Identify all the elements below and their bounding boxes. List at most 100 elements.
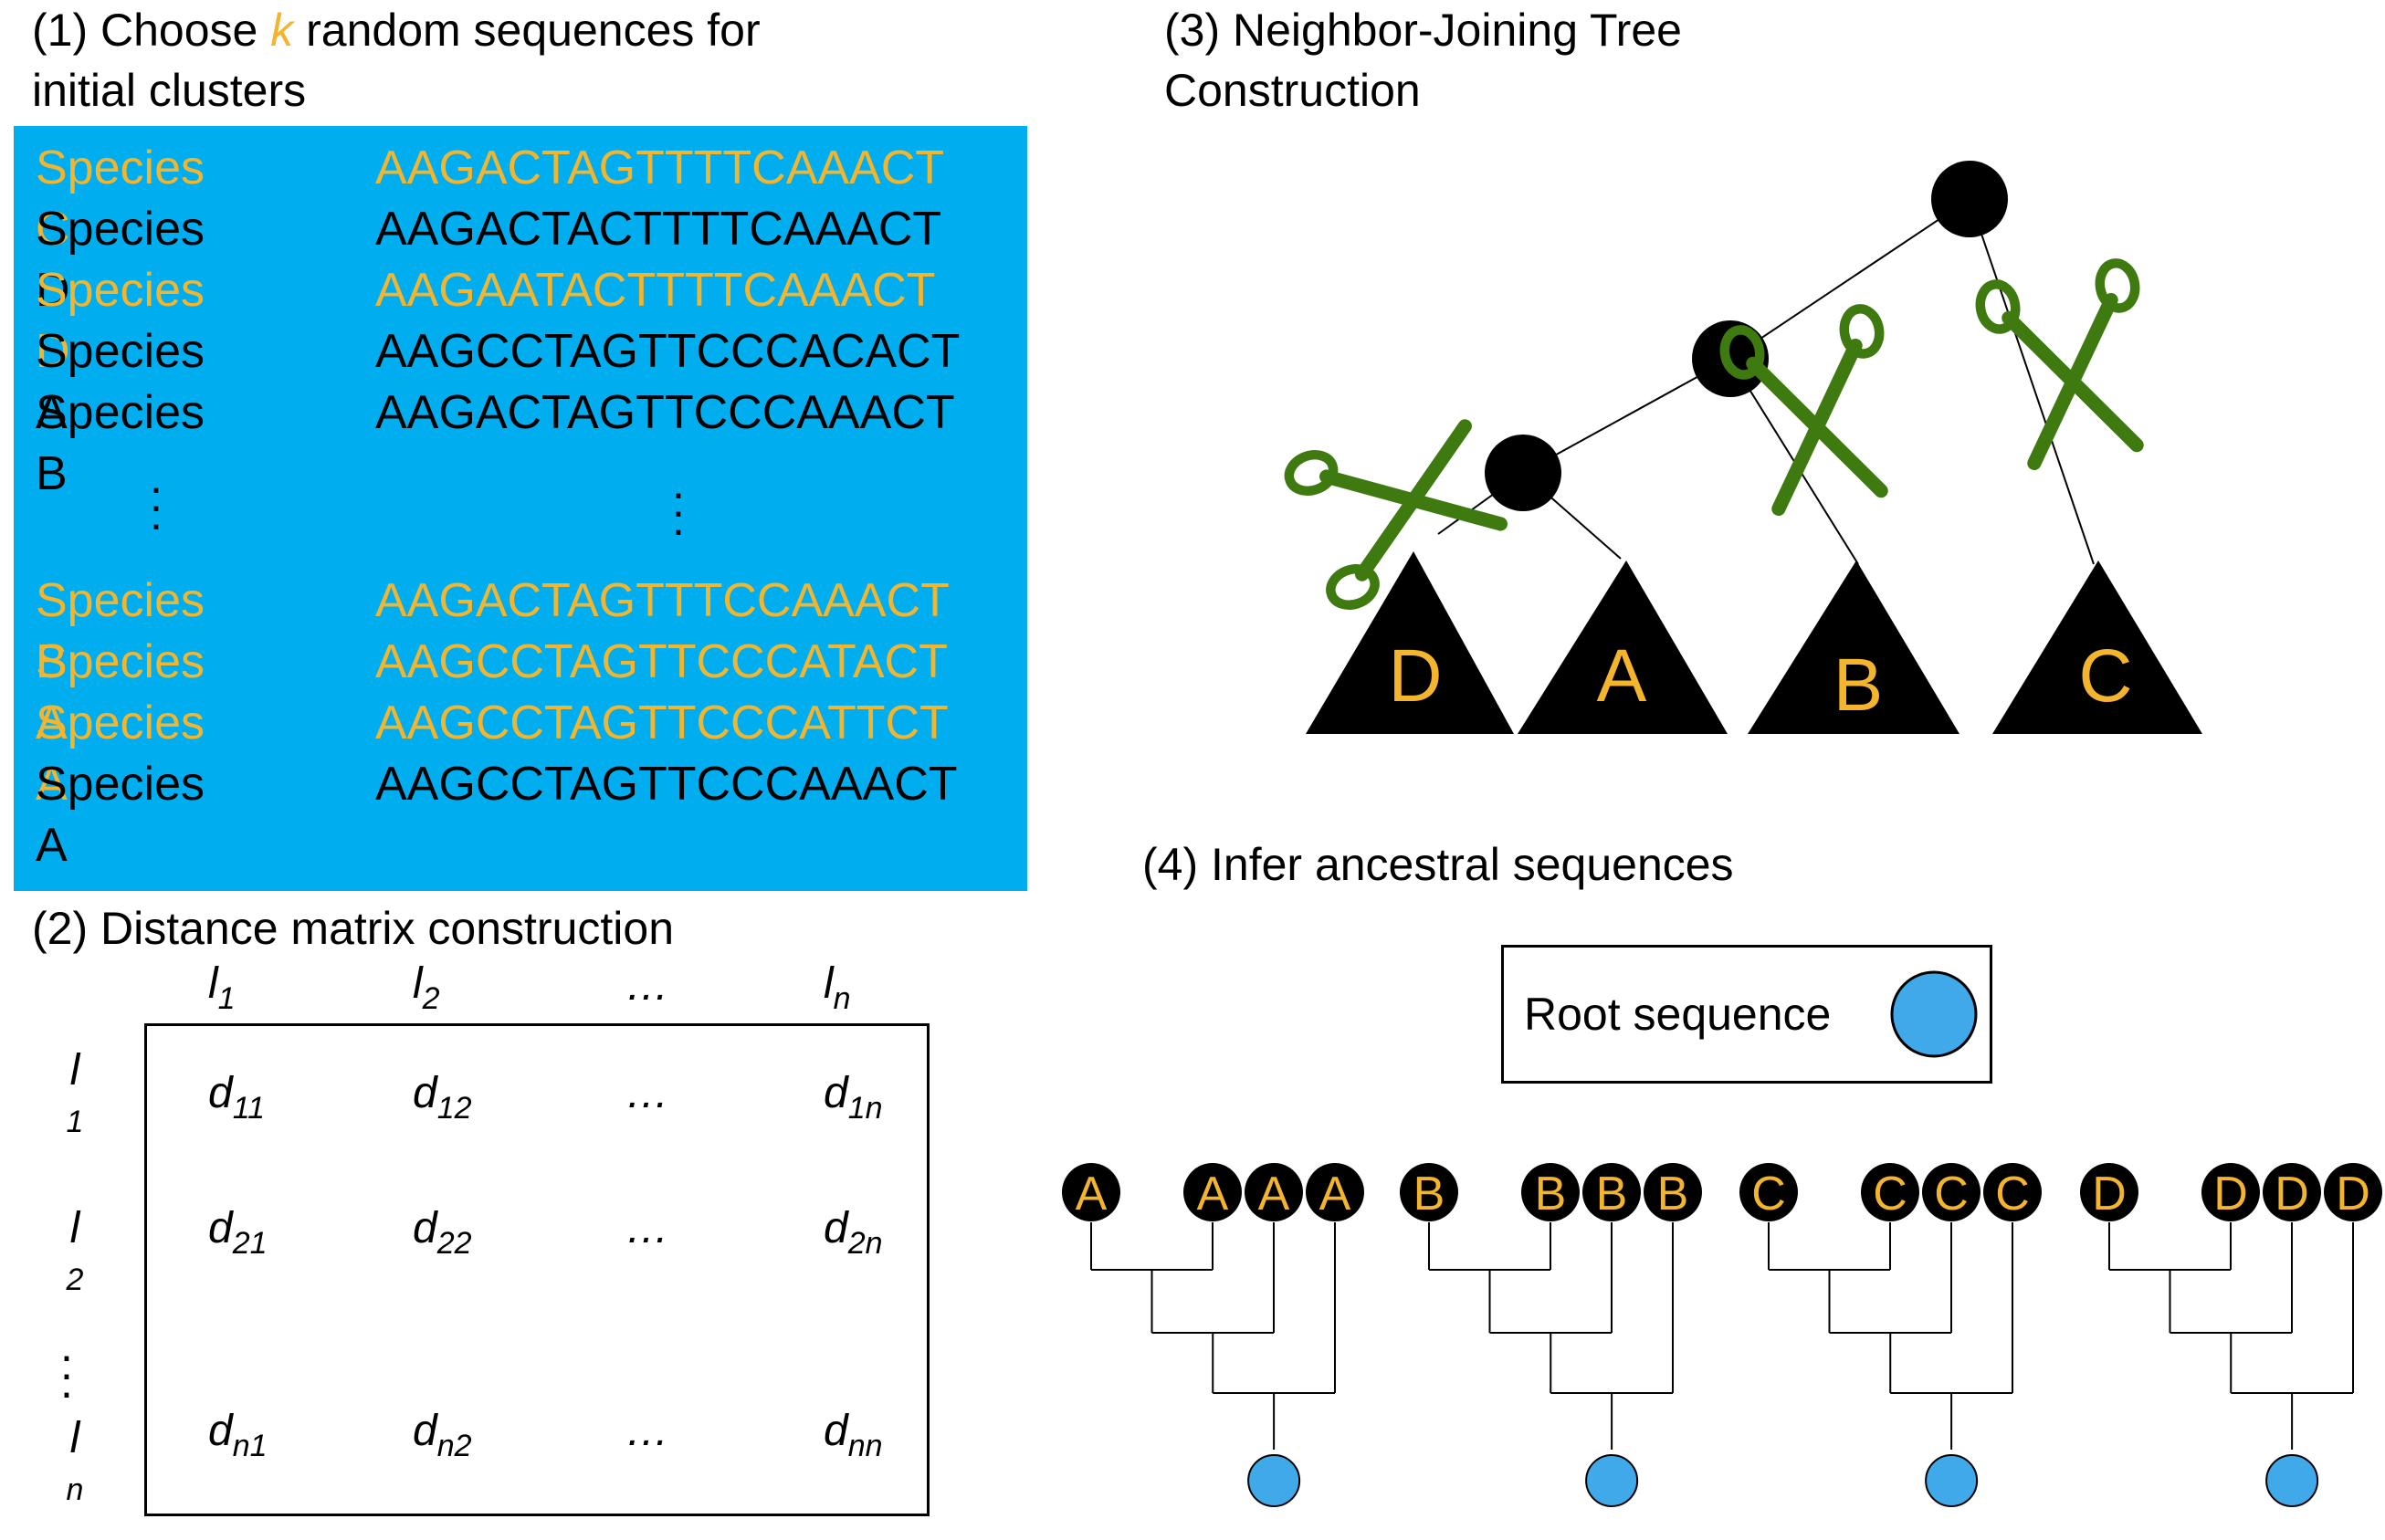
tree-root-node [1931,161,2008,237]
leaf-label: C [1751,1168,1786,1220]
leaf-node [1521,1163,1580,1221]
dna-sequence: AAGCCTAGTTCCCATTCT [375,697,949,749]
matrix-cell: d21 [208,1204,268,1261]
leaf-label: A [1319,1168,1351,1220]
matrix-column-header: ln [824,959,851,1016]
matrix-cell: dn2 [413,1407,472,1463]
panel1-heading-line2: initial clusters [32,65,307,116]
leaf-node [1306,1163,1364,1221]
species-name: Species C [36,141,205,256]
clade-label-a: A [1597,634,1647,718]
leaf-node [2080,1163,2138,1221]
leaf-node [1245,1163,1303,1221]
panel1-heading-suffix: random sequences for [293,5,761,56]
matrix-column-header: l2 [413,959,440,1016]
species-name: Species B [36,386,205,500]
distance-matrix [144,1023,930,1516]
clade-triangle-b [1748,560,1959,734]
panel1-heading-k: k [270,5,294,56]
clade-triangle-d [1306,551,1514,734]
leaf-label: D [2092,1168,2127,1220]
dna-sequence: AAGACTAGTTTCCAAACT [375,574,950,627]
matrix-cell: … [625,1407,669,1455]
species-name: Species B [36,574,205,688]
matrix-cell: d12 [413,1069,472,1126]
scissors-icon [1721,306,1907,513]
ancestral-root-node [1925,1454,1979,1507]
leaf-label: C [1995,1168,2030,1220]
leaf-label: D [2275,1168,2309,1220]
leaf-node [1400,1163,1458,1221]
leaf-node [2263,1163,2321,1221]
species-name: Species D [36,264,205,378]
leaf-node [1983,1163,2042,1221]
species-name: Species A [36,635,205,749]
clade-triangle-a [1518,560,1728,734]
panel4-heading: (4) Infer ancestral sequences [1142,839,1734,890]
matrix-cell: d22 [413,1204,472,1261]
dna-sequence: AAGAATACTTTTCAAACT [375,264,936,317]
leaf-label: C [1873,1168,1907,1220]
ancestral-root-node [1585,1454,1639,1507]
matrix-column-header: l1 [208,959,236,1016]
panel3-heading-line2: Construction [1164,65,1421,116]
leaf-node [1582,1163,1641,1221]
leaf-label: D [2213,1168,2248,1220]
leaf-label: A [1258,1168,1290,1220]
row-vdots: · · · [58,1330,75,1418]
clade-label-b: B [1833,644,1884,727]
root-legend-circle [1890,970,1978,1058]
matrix-column-header: … [625,961,669,1010]
leaf-node [1183,1163,1242,1221]
leaf-node [1739,1163,1798,1221]
dna-sequence: AAGCCTAGTTCCCACACT [375,325,961,378]
leaf-label: D [2336,1168,2370,1220]
dna-sequence: AAGCCTAGTTCCCAAACT [375,758,958,811]
panel1-heading: (1) Choose k random sequences for [32,0,761,61]
leaf-label: B [1535,1168,1567,1220]
root-legend-label: Root sequence [1524,989,1832,1040]
species-name: Species A [36,758,205,872]
matrix-cell: d1n [824,1069,883,1126]
leaf-label: B [1657,1168,1689,1220]
clade-triangle-c [1992,560,2202,734]
leaf-label: B [1413,1168,1445,1220]
species-name: Species A [36,325,205,439]
species-name: Species A [36,697,205,811]
leaf-label: A [1197,1168,1229,1220]
matrix-cell: … [625,1204,669,1252]
clade-label-c: C [2078,634,2132,718]
leaf-label: C [1934,1168,1969,1220]
matrix-cell: dn1 [208,1407,268,1463]
panel2-heading: (2) Distance matrix construction [32,903,675,954]
scissors-icon [1977,260,2162,467]
matrix-cell: … [625,1069,669,1117]
leaf-label: A [1076,1168,1108,1220]
panel1-heading-prefix: (1) Choose [32,5,271,56]
leaf-node [1062,1163,1120,1221]
root-legend: Root sequence [1501,945,1992,1084]
species-name: Species D [36,203,205,317]
matrix-cell: d11 [208,1069,265,1126]
tree-internal-node [1485,435,1561,511]
leaf-label: B [1596,1168,1628,1220]
dna-sequence: AAGACTAGTTTTCAAACT [375,141,945,194]
sequence-panel: Species C AAGACTAGTTTTCAAACT Species D AAGA… [14,126,1027,891]
leaf-node [2201,1163,2260,1221]
ancestral-root-node [1247,1454,1301,1507]
leaf-node [1644,1163,1702,1221]
matrix-cell: dnn [824,1407,883,1463]
ancestral-root-node [2265,1454,2319,1507]
leaf-node [1922,1163,1980,1221]
leaf-node [2324,1163,2382,1221]
panel3-heading-line1: (3) Neighbor-Joining Tree [1164,5,1682,56]
